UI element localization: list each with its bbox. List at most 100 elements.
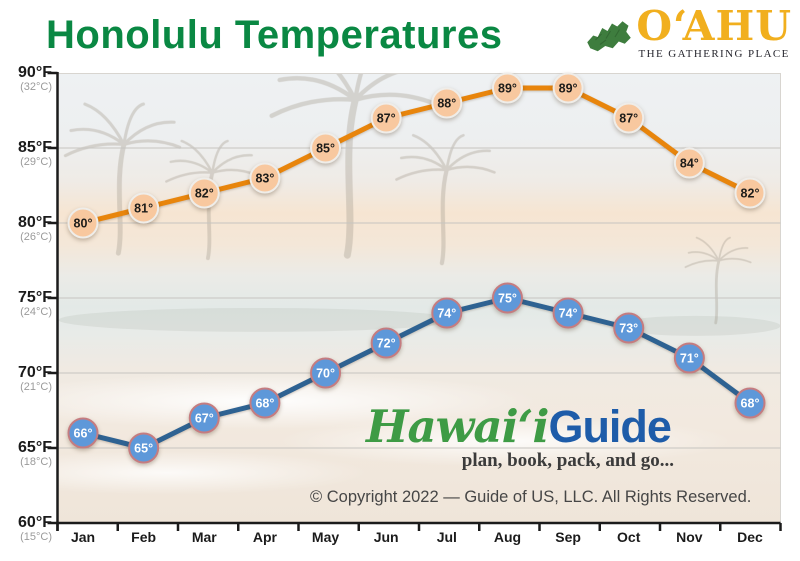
hawaiiguide-logo-hawaii: Hawaiʻi [366,400,549,453]
data-point-Feb: 65° [128,432,160,464]
data-point-Oct: 87° [613,102,645,134]
point-label: 65° [134,442,153,456]
oahu-logo-name: OʻAHU [636,2,792,50]
point-label: 87° [619,112,638,126]
treeline-decoration [58,307,457,332]
data-point-Nov: 84° [673,147,705,179]
point-label: 80° [74,217,93,231]
x-axis-label-Jul: Jul [436,529,457,545]
x-axis-label-Mar: Mar [191,529,217,545]
x-axis-label-Jun: Jun [373,529,399,545]
data-point-Dec: 68° [734,387,766,419]
point-label: 68° [741,397,760,411]
beach-decoration [58,74,780,336]
y-axis-label: 75°F (24°C) [0,289,52,319]
data-point-Apr: 83° [249,162,281,194]
point-label: 72° [377,337,396,351]
x-axis-label-May: May [311,529,340,545]
point-label: 67° [195,412,214,426]
x-axis-label-Nov: Nov [676,529,703,545]
point-label: 71° [680,352,699,366]
point-label: 74° [437,307,456,321]
x-axis-label-Feb: Feb [131,529,157,545]
palm-tree-icon [269,74,438,259]
y-axis-label: 60°F (15°C) [0,514,52,544]
data-point-Dec: 82° [734,177,766,209]
data-point-Sep: 74° [552,297,584,329]
copyright-text: © Copyright 2022 — Guide of US, LLC. All… [310,488,752,506]
point-label: 87° [377,112,396,126]
data-point-Oct: 73° [613,312,645,344]
point-label: 84° [680,157,699,171]
treeline-decoration [611,315,780,336]
y-label-celsius: (24°C) [20,306,52,318]
y-axis-label: 85°F (29°C) [0,139,52,169]
point-label: 66° [74,427,93,441]
y-label-celsius: (18°C) [20,456,52,468]
y-axis-label: 80°F (26°C) [0,214,52,244]
data-point-Aug: 89° [491,72,523,104]
y-label-celsius: (26°C) [20,231,52,243]
point-label: 74° [559,307,578,321]
point-label: 73° [619,322,638,336]
point-label: 70° [316,367,335,381]
data-point-Jan: 80° [67,207,99,239]
y-label-celsius: (32°C) [20,81,52,93]
hawaiiguide-watermark: HawaiʻiGuide plan, book, pack, and go... [366,400,676,472]
point-label: 68° [255,397,274,411]
point-label: 85° [316,142,335,156]
point-label: 82° [195,187,214,201]
data-point-Nov: 71° [673,342,705,374]
x-axis-label-Dec: Dec [737,529,763,545]
point-label: 82° [741,187,760,201]
y-label-celsius: (21°C) [20,381,52,393]
hawaiiguide-tagline: plan, book, pack, and go... [461,450,674,471]
data-point-Jul: 88° [431,87,463,119]
y-label-fahrenheit: 90°F [18,64,52,81]
point-label: 75° [498,292,517,306]
data-point-May: 70° [310,357,342,389]
y-label-fahrenheit: 60°F [18,514,52,531]
data-point-May: 85° [310,132,342,164]
data-point-Feb: 81° [128,192,160,224]
point-label: 81° [134,202,153,216]
palm-tree-icon [63,102,182,256]
data-point-Apr: 68° [249,387,281,419]
y-label-fahrenheit: 75°F [18,289,52,306]
oahu-island-icon [587,21,632,52]
y-label-fahrenheit: 65°F [18,439,52,456]
data-point-Sep: 89° [552,72,584,104]
y-label-celsius: (29°C) [20,156,52,168]
page-title: Honolulu Temperatures [46,13,503,57]
palm-tree-icon [684,236,752,325]
data-point-Mar: 67° [188,402,220,434]
data-point-Jul: 74° [431,297,463,329]
y-label-fahrenheit: 70°F [18,364,52,381]
point-label: 89° [498,82,517,96]
point-label: 89° [559,82,578,96]
x-axis-label-Sep: Sep [555,529,581,545]
y-axis-label: 70°F (21°C) [0,364,52,394]
y-axis-label: 90°F (32°C) [0,64,52,94]
y-axis-label: 65°F (18°C) [0,439,52,469]
data-point-Jun: 72° [370,327,402,359]
data-point-Jun: 87° [370,102,402,134]
hawaiiguide-logo: HawaiʻiGuide [366,400,676,453]
y-label-fahrenheit: 85°F [18,139,52,156]
x-axis-label-Jan: Jan [70,529,96,545]
x-axis-label-Oct: Oct [617,529,641,545]
hawaiiguide-logo-guide: Guide [548,401,672,452]
x-axis-label-Aug: Aug [493,529,522,545]
data-point-Jan: 66° [67,417,99,449]
x-axis-label-Apr: Apr [252,529,277,545]
point-label: 83° [255,172,274,186]
series-line-0 [80,85,753,226]
y-label-celsius: (15°C) [20,531,52,543]
oahu-logo: OʻAHU THE GATHERING PLACE [585,2,792,61]
y-label-fahrenheit: 80°F [18,214,52,231]
oahu-logo-tagline: THE GATHERING PLACE [638,48,790,61]
data-point-Mar: 82° [188,177,220,209]
point-label: 88° [437,97,456,111]
